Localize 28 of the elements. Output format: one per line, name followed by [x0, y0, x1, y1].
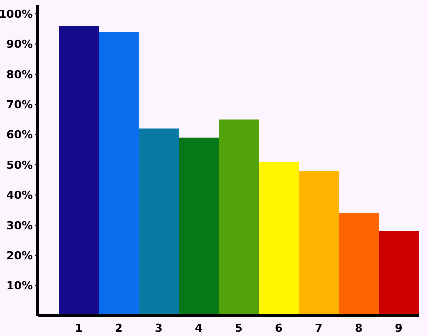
- y-tick-label: 70%: [6, 98, 33, 112]
- x-tick-label: 2: [115, 322, 123, 335]
- y-tick-label: 90%: [6, 38, 33, 52]
- x-tick-label: 3: [155, 322, 163, 335]
- bar: [379, 231, 419, 316]
- x-tick-label: 9: [395, 322, 403, 335]
- y-tick-label: 100%: [0, 8, 33, 21]
- y-tick-label: 10%: [6, 280, 33, 293]
- y-tick-label: 30%: [6, 219, 33, 232]
- bar: [139, 128, 179, 316]
- y-tick-label: 80%: [6, 68, 33, 82]
- y-tick-label: 20%: [6, 250, 33, 263]
- x-tick-label: 8: [355, 322, 363, 335]
- y-tick-label: 40%: [6, 189, 33, 202]
- bar: [99, 32, 139, 316]
- x-tick-label: 5: [235, 322, 243, 335]
- bar: [339, 213, 379, 316]
- x-tick-label: 7: [315, 322, 323, 335]
- x-tick-label: 4: [195, 322, 204, 335]
- bar: [299, 171, 339, 316]
- bar: [179, 138, 219, 316]
- bar: [59, 26, 99, 316]
- x-tick-label: 1: [75, 322, 83, 335]
- x-tick-label: 6: [275, 322, 284, 335]
- bar: [219, 120, 259, 316]
- y-tick-label: 60%: [6, 128, 33, 142]
- bar: [259, 162, 299, 316]
- y-tick-label: 50%: [6, 158, 33, 172]
